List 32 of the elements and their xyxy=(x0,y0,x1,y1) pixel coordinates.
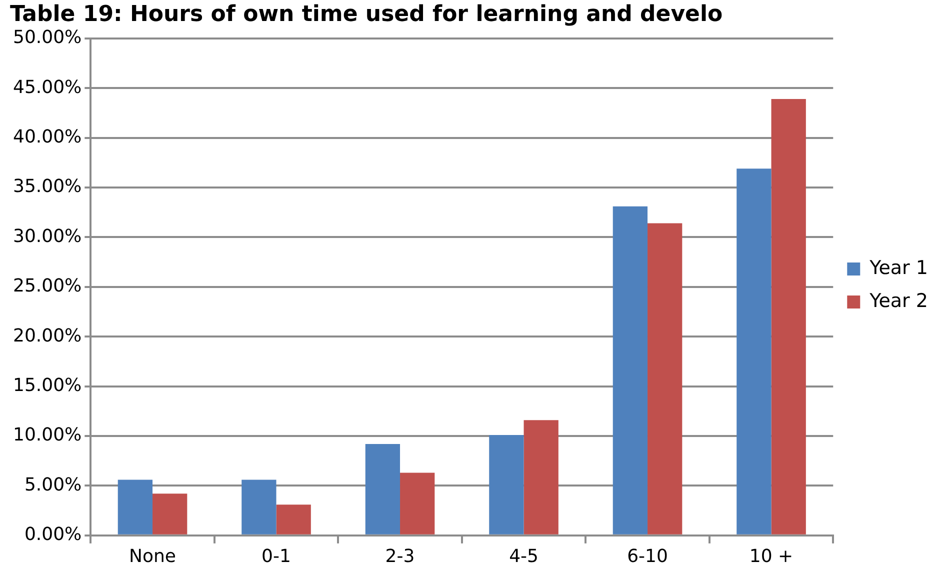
y-tick-label: 50.00% xyxy=(12,27,82,48)
y-tick-label: 15.00% xyxy=(12,374,82,396)
x-tick-label: None xyxy=(129,546,176,567)
y-tick-label: 10.00% xyxy=(12,424,82,446)
y-tick-label: 30.00% xyxy=(12,226,82,247)
bar xyxy=(612,206,648,534)
bar xyxy=(365,444,400,534)
bar xyxy=(118,480,153,534)
x-tick-label: 2-3 xyxy=(385,546,415,567)
y-tick-label: 25.00% xyxy=(12,276,82,297)
y-tick-label: 5.00% xyxy=(24,474,82,496)
bar xyxy=(648,223,682,534)
y-tick-label: 35.00% xyxy=(12,176,82,198)
x-tick-label: 4-5 xyxy=(509,546,538,567)
x-tick-label: 0-1 xyxy=(262,546,291,567)
bar xyxy=(524,420,558,534)
bar xyxy=(152,494,188,534)
bar xyxy=(276,504,311,534)
x-tick-label: 10 + xyxy=(749,546,794,567)
bar xyxy=(242,480,276,534)
y-tick-label: 40.00% xyxy=(12,126,82,148)
legend-label: Year 2 xyxy=(868,290,928,312)
bar xyxy=(489,435,524,534)
legend-label: Year 1 xyxy=(868,256,928,279)
bar xyxy=(400,472,435,534)
chart-title: Table 19: Hours of own time used for learning and develo xyxy=(10,2,723,27)
y-tick-label: 0.00% xyxy=(24,524,82,546)
y-tick-label: 20.00% xyxy=(12,325,82,346)
x-tick-label: 6-10 xyxy=(627,546,668,567)
y-tick-label: 45.00% xyxy=(12,76,82,98)
bar xyxy=(736,168,772,534)
bar xyxy=(771,99,806,534)
